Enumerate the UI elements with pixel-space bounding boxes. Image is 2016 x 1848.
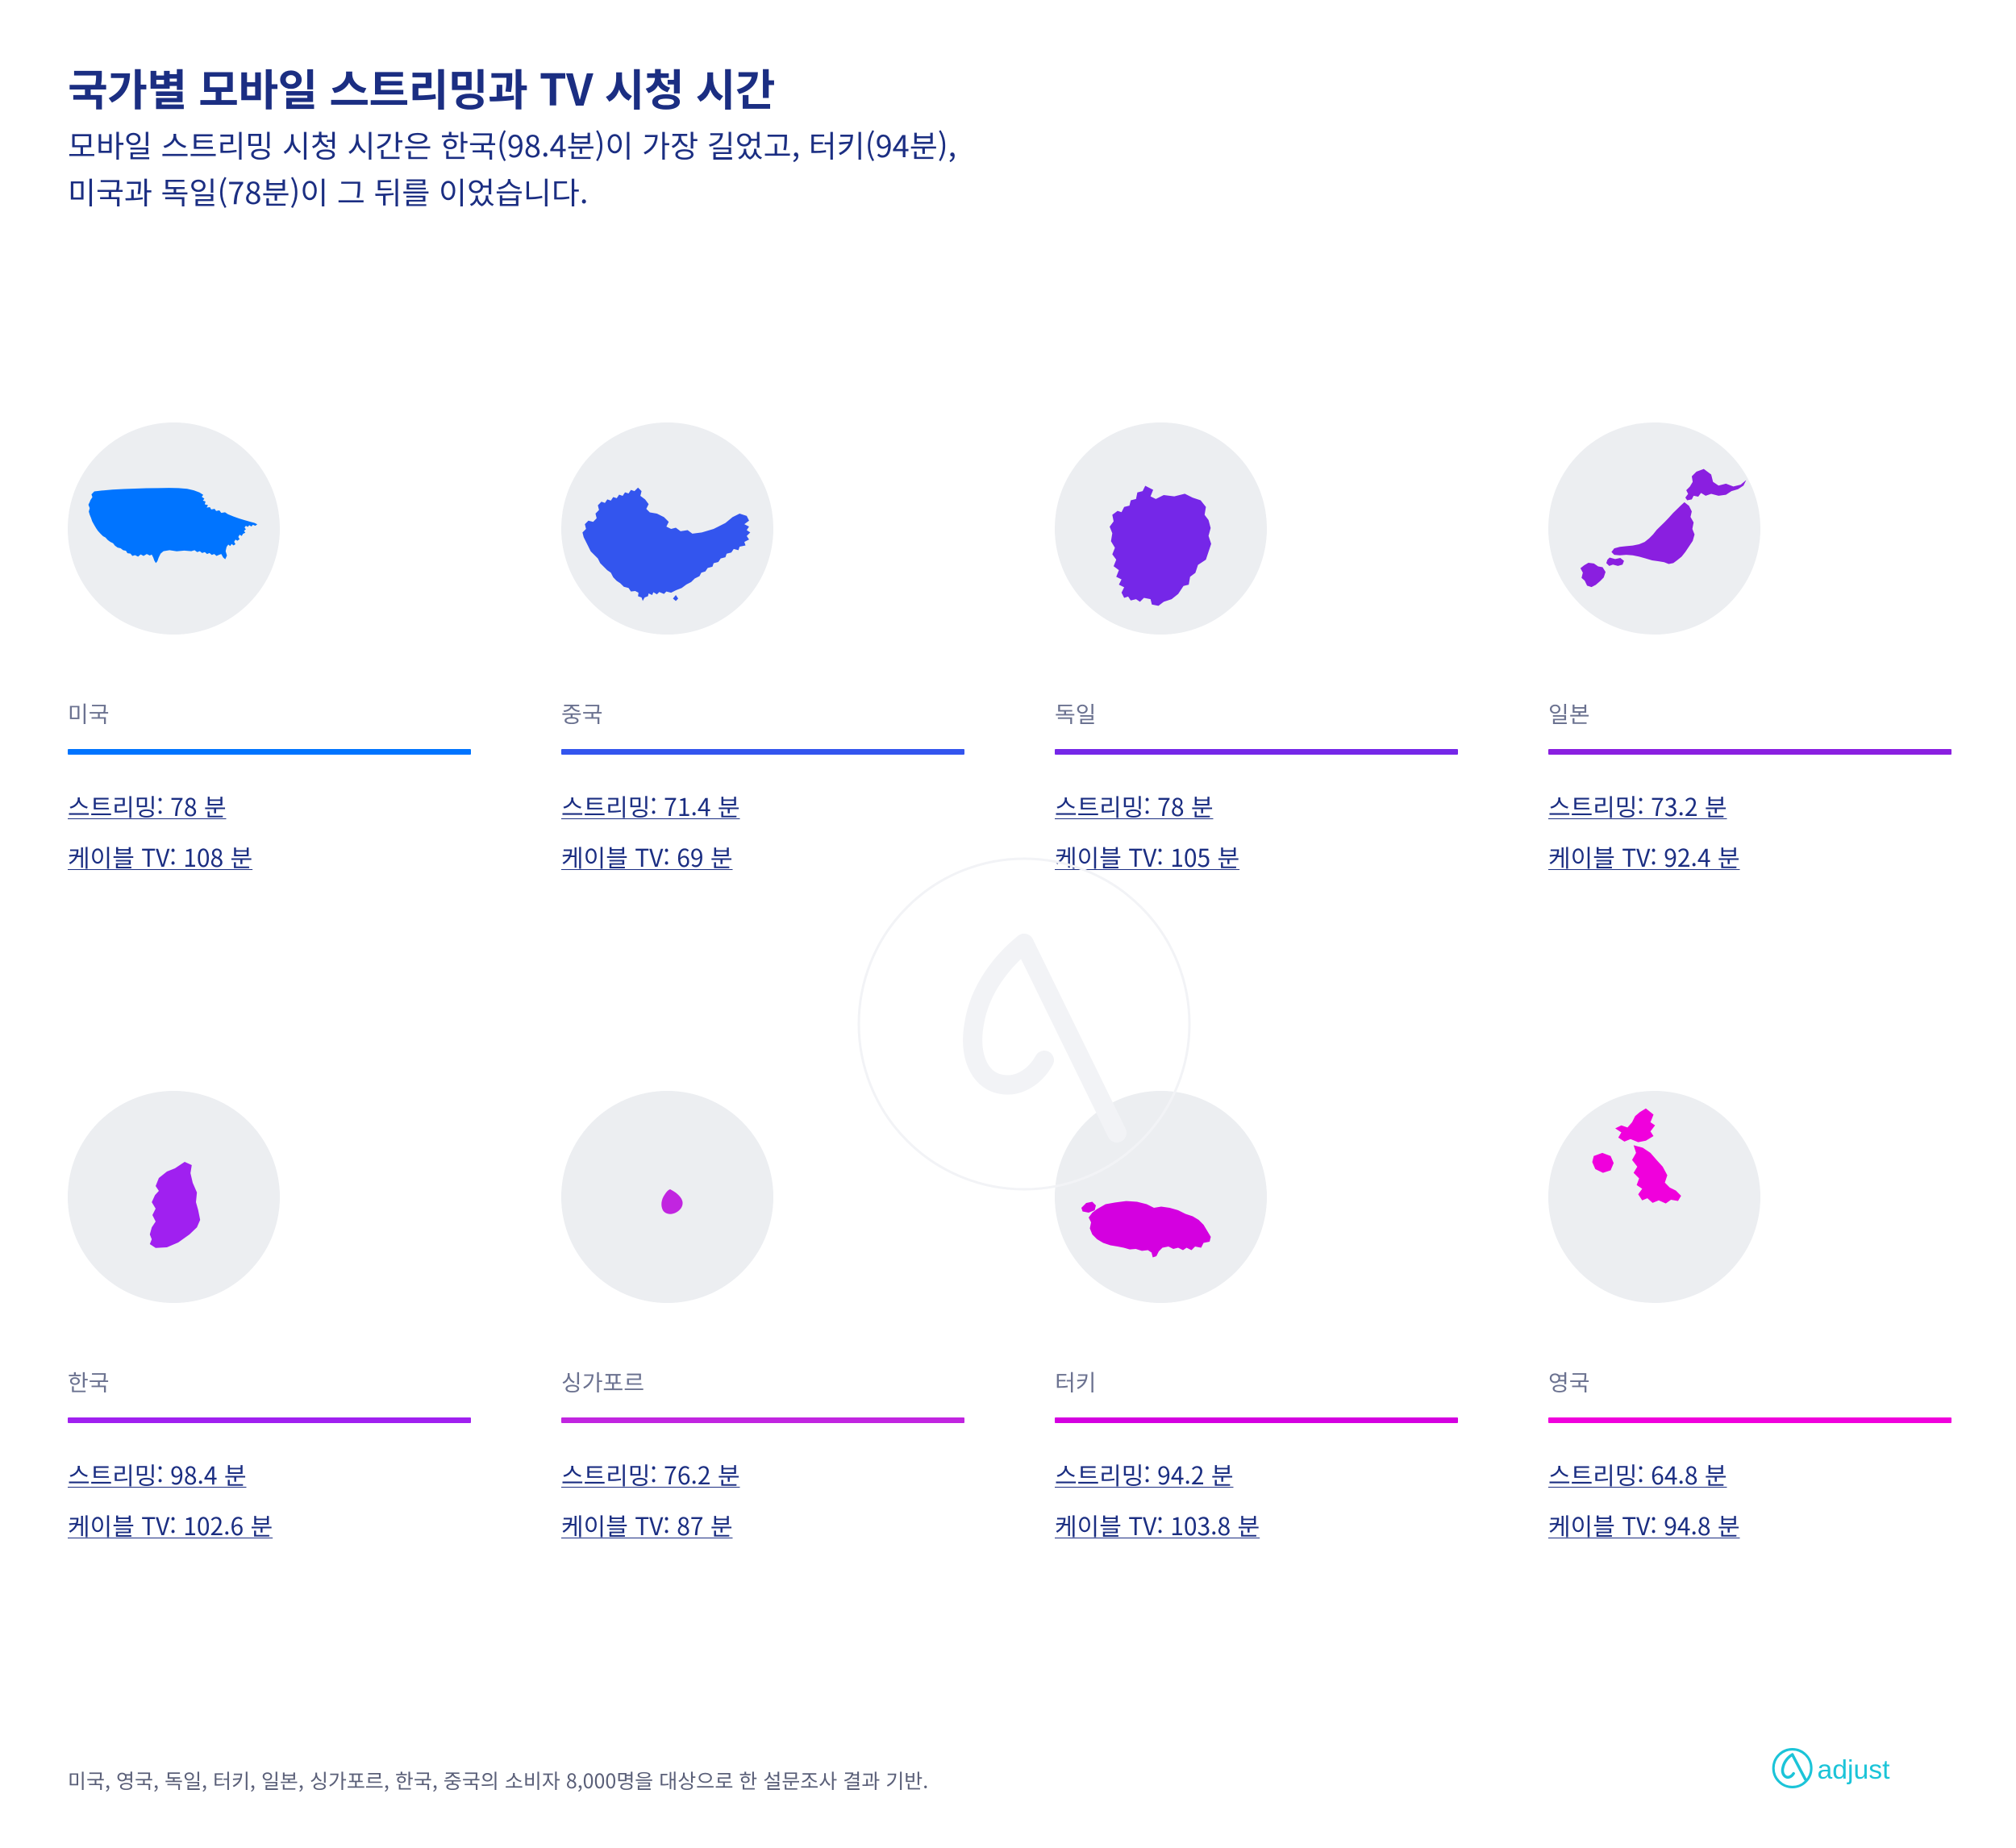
- svg-text:adjust: adjust: [1817, 1754, 1890, 1785]
